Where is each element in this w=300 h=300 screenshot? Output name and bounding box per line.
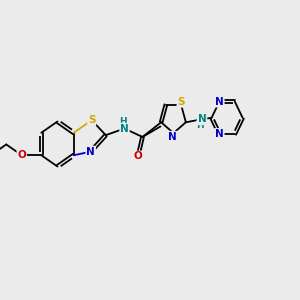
Text: O: O [17,150,26,160]
Text: N: N [86,147,95,157]
Text: N: N [198,114,206,124]
Text: H: H [196,122,204,130]
Text: S: S [177,97,185,107]
Text: N: N [168,132,177,142]
Text: N: N [215,129,224,139]
Text: S: S [88,115,95,125]
Text: N: N [215,97,224,107]
Text: H: H [119,118,126,127]
Text: O: O [134,152,142,161]
Text: N: N [120,124,129,134]
